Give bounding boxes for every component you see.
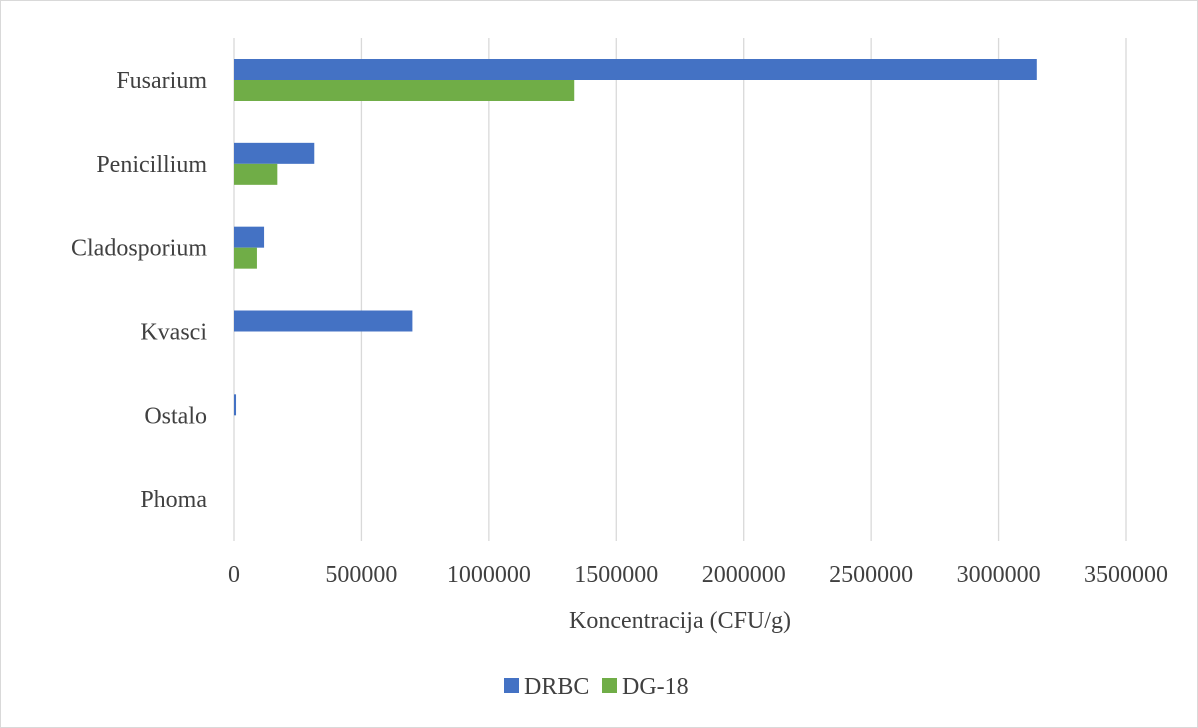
x-tick-label: 0	[228, 562, 240, 588]
bar-cladosporium-drbc	[234, 226, 265, 248]
bar-penicillium-drbc	[234, 142, 315, 164]
category-label-kvasci: Kvasci	[140, 320, 207, 346]
bar-fusarium-drbc	[234, 59, 1037, 80]
bar-kvasci-drbc	[234, 310, 413, 332]
bar-fusarium-dg-18	[234, 80, 575, 101]
bar-cladosporium-dg-18	[234, 247, 257, 269]
x-tick-label: 1500000	[574, 562, 658, 588]
category-label-ostalo: Ostalo	[144, 403, 207, 429]
x-tick-labels: 0 500000 1000000 1500000 2000000 2500000 30000…	[228, 562, 1168, 588]
x-tick-label: 2500000	[829, 562, 913, 588]
bar-penicillium-dg-18	[234, 163, 278, 185]
x-tick-label: 2000000	[702, 562, 786, 588]
x-tick-label: 3000000	[957, 562, 1041, 588]
legend-swatch-dg-18	[602, 678, 617, 693]
legend-label-drbc: DRBC	[524, 674, 589, 700]
legend-label-dg-18: DG-18	[622, 674, 689, 700]
category-label-penicillium: Penicillium	[96, 152, 207, 178]
x-tick-label: 1000000	[447, 562, 531, 588]
category-label-phoma: Phoma	[140, 487, 207, 513]
legend-swatch-drbc	[504, 678, 519, 693]
bars	[234, 59, 1037, 416]
x-tick-label: 3500000	[1084, 562, 1168, 588]
gridlines	[233, 38, 1127, 541]
x-axis-title: Koncentracija (CFU/g)	[569, 608, 791, 634]
x-tick-label: 500000	[325, 562, 397, 588]
category-label-cladosporium: Cladosporium	[71, 236, 207, 262]
legend: DRBC DG-18	[504, 674, 689, 700]
category-labels: Fusarium Penicillium Cladosporium Kvasci Ost…	[71, 68, 207, 513]
bar-ostalo-drbc	[234, 394, 237, 416]
category-label-fusarium: Fusarium	[116, 68, 207, 94]
